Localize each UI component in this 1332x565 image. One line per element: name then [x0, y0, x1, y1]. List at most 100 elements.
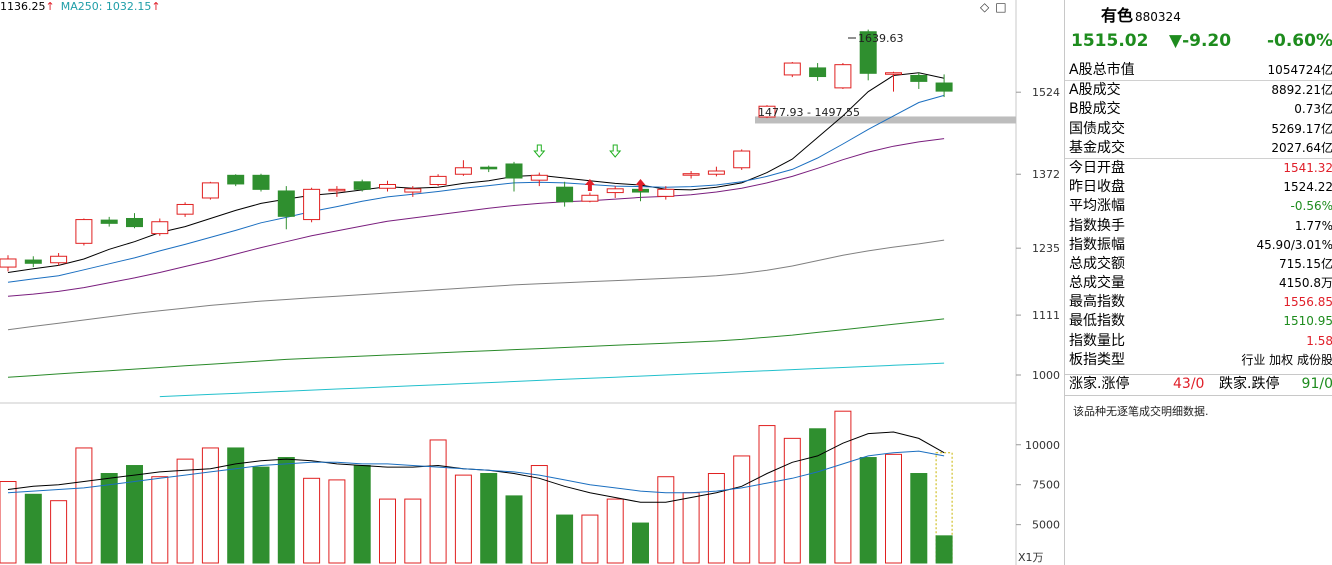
candle-body	[530, 174, 548, 181]
volume-bar	[480, 473, 498, 564]
stats-table: A股总市值 1054724亿 A股成交 8892.21亿 B股成交 0.73亿 国债成交 52…	[1065, 61, 1332, 370]
quote-panel: 有色 880324 1515.02 ▼-9.20 -0.60% A股总市值 1054…	[1064, 0, 1332, 565]
index-code: 880324	[1135, 10, 1181, 24]
volume-bar	[505, 495, 523, 564]
up-label: 涨家.涨停	[1069, 376, 1130, 392]
volume-bar	[859, 457, 877, 564]
candle-body	[75, 219, 93, 244]
stats-value: 1541.32	[1283, 160, 1332, 175]
volume-bar	[885, 453, 902, 564]
volume-bar	[201, 447, 219, 564]
candle-body	[606, 188, 624, 194]
stats-row: A股成交 8892.21亿	[1065, 81, 1332, 100]
stats-row: 昨日收盘 1524.22	[1065, 178, 1332, 197]
candle-body	[201, 182, 219, 199]
candle-body	[935, 82, 953, 92]
vol-tick-label: 10000	[1025, 439, 1060, 452]
stats-row: 总成交量 4150.8万	[1065, 274, 1332, 293]
candle-body	[581, 194, 599, 202]
candle-body	[885, 72, 902, 75]
ma-legend: 1136.25↑ MA250: 1032.15↑	[0, 0, 161, 14]
stats-value: 1054724亿	[1267, 63, 1332, 77]
stats-label: 指数量比	[1069, 332, 1125, 349]
stats-row: 基金成交 2027.64亿	[1065, 139, 1332, 159]
stats-label: 基金成交	[1069, 139, 1125, 156]
kline-chart[interactable]: 1524 1372 1235 1111 1000 1639.63 1477.93 - 149…	[0, 0, 1064, 565]
y-tick-label: 1111	[1032, 309, 1060, 322]
vol-tick-label: 5000	[1032, 519, 1060, 532]
candle-body	[809, 67, 827, 78]
volume-bar	[252, 466, 270, 564]
stats-label: 板指类型	[1069, 351, 1125, 368]
ma-line	[159, 362, 945, 398]
stats-row: A股总市值 1054724亿	[1065, 61, 1332, 82]
candle-body	[733, 150, 751, 169]
candle-body	[404, 188, 422, 193]
volume-bar	[0, 481, 17, 564]
stats-label: A股总市值	[1069, 62, 1135, 78]
candle-body	[151, 221, 169, 235]
stats-value[interactable]: 行业 加权 成份股	[1241, 352, 1332, 367]
volume-bar	[733, 455, 751, 564]
top-icons: ◇ □	[980, 0, 1013, 14]
stats-row: 国债成交 5269.17亿	[1065, 120, 1332, 139]
candle-body	[454, 167, 472, 175]
ma-line	[7, 94, 945, 283]
stats-label: 指数振幅	[1069, 236, 1125, 253]
stats-value: 4150.8万	[1279, 276, 1332, 291]
volume-bar	[707, 473, 725, 564]
buy-signal-icon	[635, 179, 646, 191]
stats-row: 最高指数 1556.85	[1065, 293, 1332, 312]
volume-bar	[151, 476, 169, 564]
y-tick-label: 1000	[1032, 369, 1060, 382]
stats-row: 指数量比 1.58	[1065, 332, 1332, 351]
candle-body	[277, 190, 295, 217]
volume-bar	[935, 535, 953, 564]
stats-label: 昨日收盘	[1069, 179, 1125, 196]
ma-legend-b: MA250: 1032.15	[60, 0, 152, 13]
volume-bar	[429, 439, 447, 564]
chart-area[interactable]: 1524 1372 1235 1111 1000 1639.63 1477.93 - 149…	[0, 0, 1064, 565]
down-value: 91/0	[1301, 376, 1332, 392]
volume-bar	[100, 473, 118, 564]
candle-body	[328, 188, 346, 192]
stats-value: 45.90/3.01%	[1256, 237, 1332, 252]
stats-label: B股成交	[1069, 101, 1121, 118]
tick-data-note: 该品种无逐笔成交明细数据.	[1073, 405, 1209, 418]
ma-legend-a-arrow: ↑	[45, 0, 55, 13]
stats-label: 总成交量	[1069, 275, 1125, 292]
diamond-icon[interactable]: ◇	[980, 0, 990, 14]
volume-bar	[910, 473, 928, 564]
y-tick-label: 1372	[1032, 168, 1060, 181]
candle-body	[910, 74, 928, 82]
vol-unit-label: X1万	[1018, 551, 1044, 564]
stats-value: 1.77%	[1294, 218, 1332, 233]
stats-row: 最低指数 1510.95	[1065, 312, 1332, 331]
volume-bar	[606, 498, 624, 564]
range-annotation: 1477.93 - 1497.55	[758, 106, 860, 119]
stats-value: 8892.21亿	[1271, 83, 1332, 98]
candle-body	[657, 188, 675, 197]
stats-row: 平均涨幅 -0.56%	[1065, 197, 1332, 216]
sell-signal-icon	[533, 144, 546, 158]
candle-body	[480, 166, 498, 170]
stats-row: B股成交 0.73亿	[1065, 100, 1332, 119]
volume-bar	[632, 522, 649, 564]
volume-bar	[454, 474, 472, 564]
volume-bar	[303, 477, 321, 564]
ma-line	[7, 318, 945, 378]
ma-legend-a: 1136.25	[0, 0, 46, 13]
candle-body	[252, 174, 270, 190]
vol-forecast-bar	[935, 452, 953, 564]
candle-body	[303, 188, 321, 221]
candle-body	[0, 258, 17, 268]
volume-bar	[783, 437, 801, 564]
volume-bar	[277, 457, 295, 564]
candle-body	[682, 173, 700, 176]
stats-row: 今日开盘 1541.32	[1065, 159, 1332, 178]
volume-bar	[379, 498, 396, 564]
volume-bar	[809, 428, 827, 564]
stats-row: 指数换手 1.77%	[1065, 217, 1332, 236]
square-icon[interactable]: □	[995, 0, 1007, 14]
ma-line	[7, 138, 945, 297]
